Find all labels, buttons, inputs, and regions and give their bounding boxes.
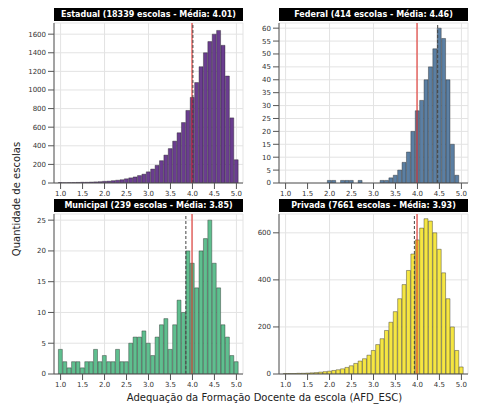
svg-text:5.0: 5.0 (456, 381, 467, 389)
svg-text:400: 400 (33, 142, 46, 150)
svg-text:55: 55 (262, 38, 271, 46)
svg-text:3.0: 3.0 (368, 190, 379, 198)
svg-text:2.0: 2.0 (99, 381, 110, 389)
svg-text:40: 40 (262, 76, 271, 84)
svg-text:4.0: 4.0 (412, 381, 423, 389)
svg-text:1.0: 1.0 (280, 190, 291, 198)
svg-text:1000: 1000 (28, 86, 46, 94)
svg-text:1.5: 1.5 (302, 381, 313, 389)
svg-text:4.5: 4.5 (434, 190, 445, 198)
svg-text:3.0: 3.0 (368, 381, 379, 389)
svg-text:4.5: 4.5 (209, 190, 220, 198)
svg-text:5.0: 5.0 (231, 190, 242, 198)
svg-text:0: 0 (267, 370, 271, 378)
svg-text:0: 0 (42, 179, 46, 187)
svg-text:1400: 1400 (28, 49, 46, 57)
svg-text:1.0: 1.0 (280, 381, 291, 389)
svg-text:4.5: 4.5 (434, 381, 445, 389)
html-text:Privada (7661 escolas - Média:: Privada (7661 escolas - Média: 3.93) (291, 201, 456, 210)
svg-text:5.0: 5.0 (456, 190, 467, 198)
svg-text:0: 0 (42, 370, 46, 378)
svg-text:400: 400 (258, 276, 271, 284)
svg-text:30: 30 (262, 102, 271, 110)
svg-text:50: 50 (262, 50, 271, 58)
svg-text:1600: 1600 (28, 31, 46, 39)
svg-text:3.5: 3.5 (390, 381, 401, 389)
svg-text:25: 25 (37, 217, 46, 225)
svg-text:60: 60 (262, 25, 271, 33)
html-text:Quantidade de escolas: Quantidade de escolas (10, 141, 22, 257)
svg-text:15: 15 (37, 278, 46, 286)
svg-text:2.0: 2.0 (324, 190, 335, 198)
svg-text:3.5: 3.5 (165, 381, 176, 389)
html-text:Estadual (18339 escolas - Médi: Estadual (18339 escolas - Média: 4.01) (61, 10, 236, 19)
svg-text:1200: 1200 (28, 68, 46, 76)
html-text:Adequação da Formação Docente: Adequação da Formação Docente da escola … (126, 392, 403, 403)
svg-text:10: 10 (37, 309, 46, 317)
svg-text:2.5: 2.5 (346, 381, 357, 389)
svg-text:1.5: 1.5 (77, 190, 88, 198)
html-text:Municipal (239 escolas - Média: Municipal (239 escolas - Média: 3.85) (64, 201, 233, 210)
svg-text:4.0: 4.0 (412, 190, 423, 198)
svg-text:35: 35 (262, 89, 271, 97)
svg-text:0: 0 (267, 179, 271, 187)
svg-text:4.0: 4.0 (187, 190, 198, 198)
svg-text:5: 5 (267, 167, 271, 175)
svg-text:3.0: 3.0 (143, 381, 154, 389)
svg-text:4.5: 4.5 (209, 381, 220, 389)
svg-text:1.0: 1.0 (55, 381, 66, 389)
svg-text:25: 25 (262, 115, 271, 123)
svg-text:5.0: 5.0 (231, 381, 242, 389)
svg-text:15: 15 (262, 141, 271, 149)
svg-text:4.0: 4.0 (187, 381, 198, 389)
svg-text:200: 200 (33, 161, 46, 169)
svg-text:800: 800 (33, 105, 46, 113)
svg-text:2.0: 2.0 (324, 381, 335, 389)
svg-text:3.0: 3.0 (143, 190, 154, 198)
svg-text:20: 20 (37, 247, 46, 255)
svg-text:2.5: 2.5 (346, 190, 357, 198)
svg-text:10: 10 (262, 154, 271, 162)
svg-text:2.5: 2.5 (121, 190, 132, 198)
svg-text:1.5: 1.5 (77, 381, 88, 389)
svg-text:5: 5 (42, 340, 46, 348)
svg-text:600: 600 (258, 229, 271, 237)
svg-text:20: 20 (262, 128, 271, 136)
svg-text:1.0: 1.0 (55, 190, 66, 198)
svg-text:2.5: 2.5 (121, 381, 132, 389)
svg-text:2.0: 2.0 (99, 190, 110, 198)
svg-text:600: 600 (33, 124, 46, 132)
svg-text:3.5: 3.5 (165, 190, 176, 198)
svg-text:45: 45 (262, 63, 271, 71)
svg-text:200: 200 (258, 323, 271, 331)
svg-text:1.5: 1.5 (302, 190, 313, 198)
svg-text:3.5: 3.5 (390, 190, 401, 198)
html-text:Federal (414 escolas - Média:: Federal (414 escolas - Média: 4.46) (294, 10, 453, 19)
